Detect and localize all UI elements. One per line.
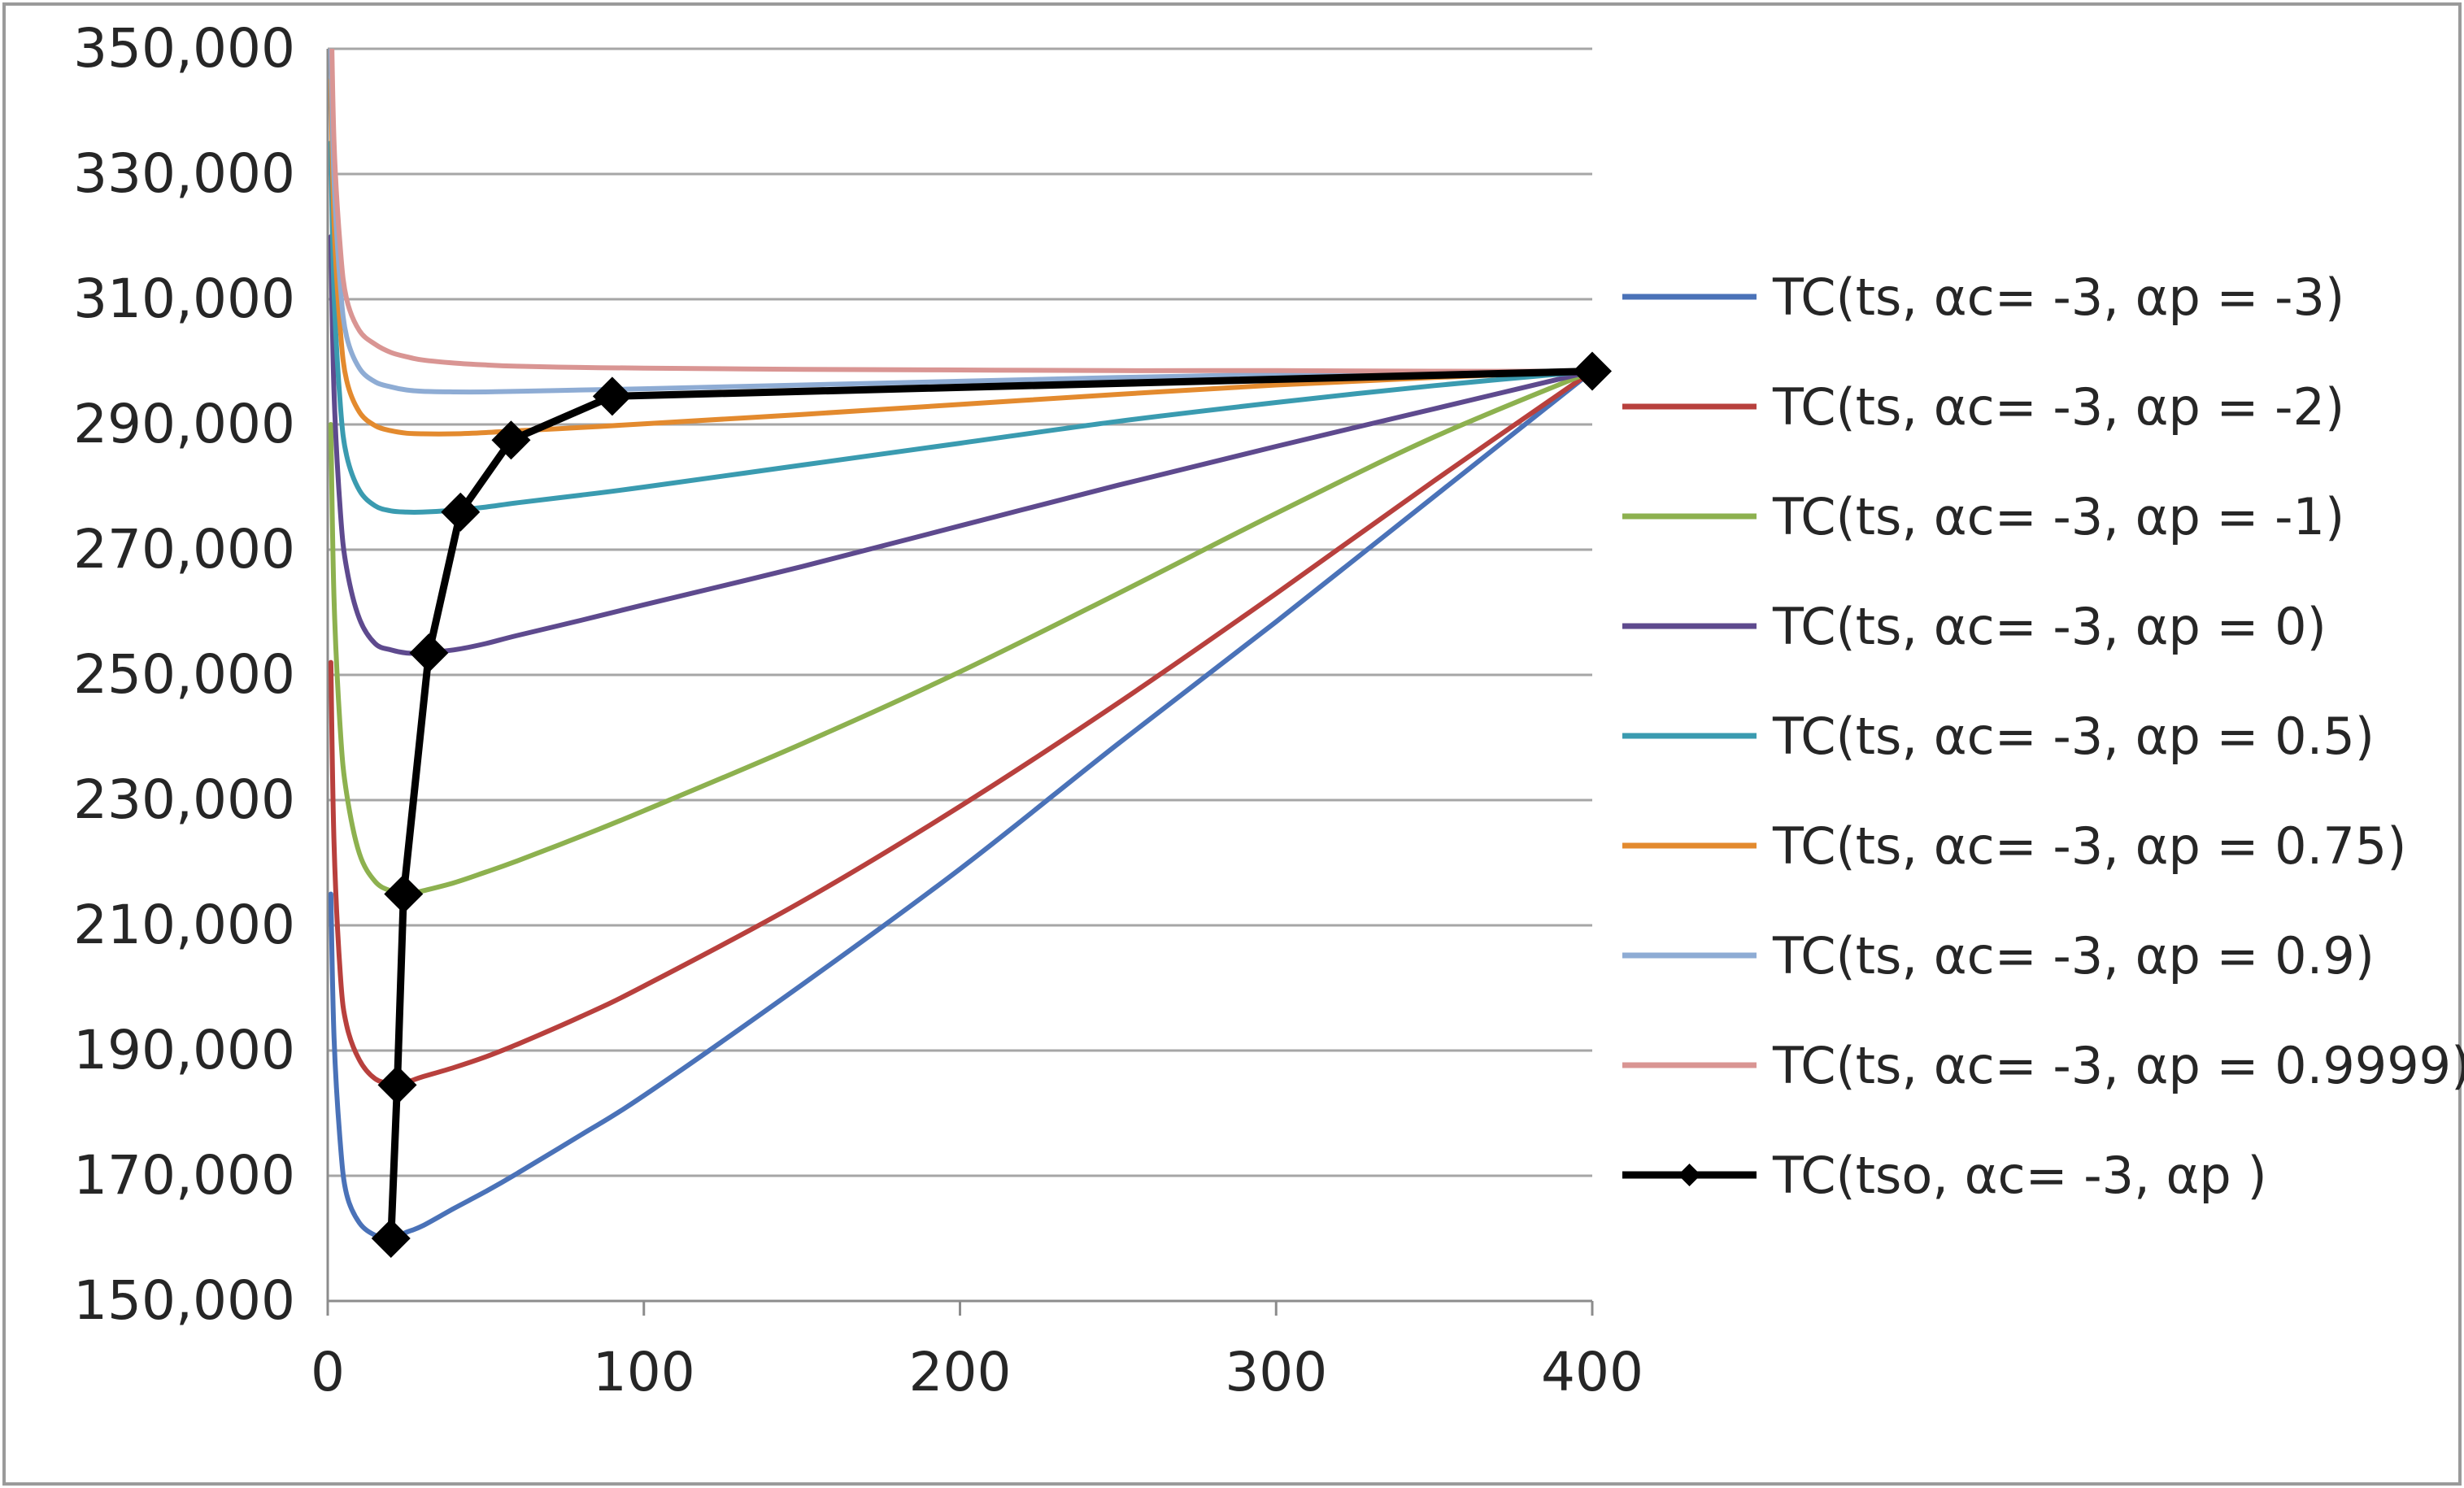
y-tick-label: 270,000 — [73, 518, 295, 581]
series-line-7 — [329, 49, 1595, 374]
series-marker — [441, 492, 481, 532]
series-marker — [491, 420, 531, 460]
series-marker — [1573, 351, 1612, 391]
y-tick-label: 310,000 — [73, 268, 295, 330]
gridlines — [328, 47, 1592, 1177]
legend-label: TC(ts, αc= -3, αp = -2) — [1772, 377, 2344, 437]
y-tick-label: 210,000 — [73, 894, 295, 956]
legend-label: TC(ts, αc= -3, αp = 0) — [1772, 597, 2327, 656]
y-tick-label: 250,000 — [73, 643, 295, 706]
series-line-4 — [328, 140, 1595, 516]
legend-label: TC(ts, αc= -3, αp = -3) — [1772, 268, 2344, 327]
series-line-0 — [328, 368, 1595, 1242]
x-tick-label: 0 — [311, 1341, 345, 1403]
plot-area — [328, 49, 1596, 1242]
legend-label: TC(tso, αc= -3, αp ) — [1772, 1146, 2267, 1205]
y-tick-labels: 150,000 170,000 190,000 210,000 230,000 250,0… — [73, 17, 295, 1332]
plot-series — [328, 49, 1612, 1258]
x-tick-label: 100 — [593, 1341, 695, 1403]
y-tick-label: 150,000 — [73, 1269, 295, 1332]
y-tick-label: 170,000 — [73, 1144, 295, 1207]
axes — [326, 49, 1594, 1316]
legend-label: TC(ts, αc= -3, αp = 0.5) — [1772, 707, 2375, 766]
legend-label: TC(ts, αc= -3, αp = 0.9) — [1772, 926, 2375, 985]
y-tick-label: 290,000 — [73, 393, 295, 455]
series-marker — [592, 376, 632, 416]
legend-marker — [1678, 1164, 1701, 1186]
y-tick-label: 330,000 — [73, 142, 295, 205]
series-line-1 — [328, 368, 1595, 1086]
series-line-8 — [387, 368, 1596, 1242]
series-marker — [371, 1219, 411, 1258]
x-tick-label: 200 — [909, 1341, 1012, 1403]
legend: TC(ts, αc= -3, αp = -3) TC(ts, αc= -3, αp… — [1622, 268, 2464, 1205]
y-tick-label: 230,000 — [73, 768, 295, 831]
x-tick-label: 400 — [1541, 1341, 1643, 1403]
legend-label: TC(ts, αc= -3, αp = -1) — [1772, 487, 2344, 546]
series-marker — [409, 633, 449, 673]
legend-label: TC(ts, αc= -3, αp = 0.75) — [1772, 816, 2406, 876]
y-tick-label: 190,000 — [73, 1019, 295, 1081]
x-tick-labels: 0 100 200 300 400 — [311, 1341, 1643, 1403]
series-line-6 — [328, 49, 1595, 395]
legend-label: TC(ts, αc= -3, αp = 0.9999) — [1772, 1036, 2464, 1095]
y-tick-label: 350,000 — [73, 17, 295, 80]
series-marker — [377, 1065, 417, 1105]
series-marker — [384, 874, 424, 914]
series-line-3 — [328, 234, 1595, 656]
series-line-2 — [328, 368, 1595, 897]
x-tick-label: 300 — [1225, 1341, 1327, 1403]
